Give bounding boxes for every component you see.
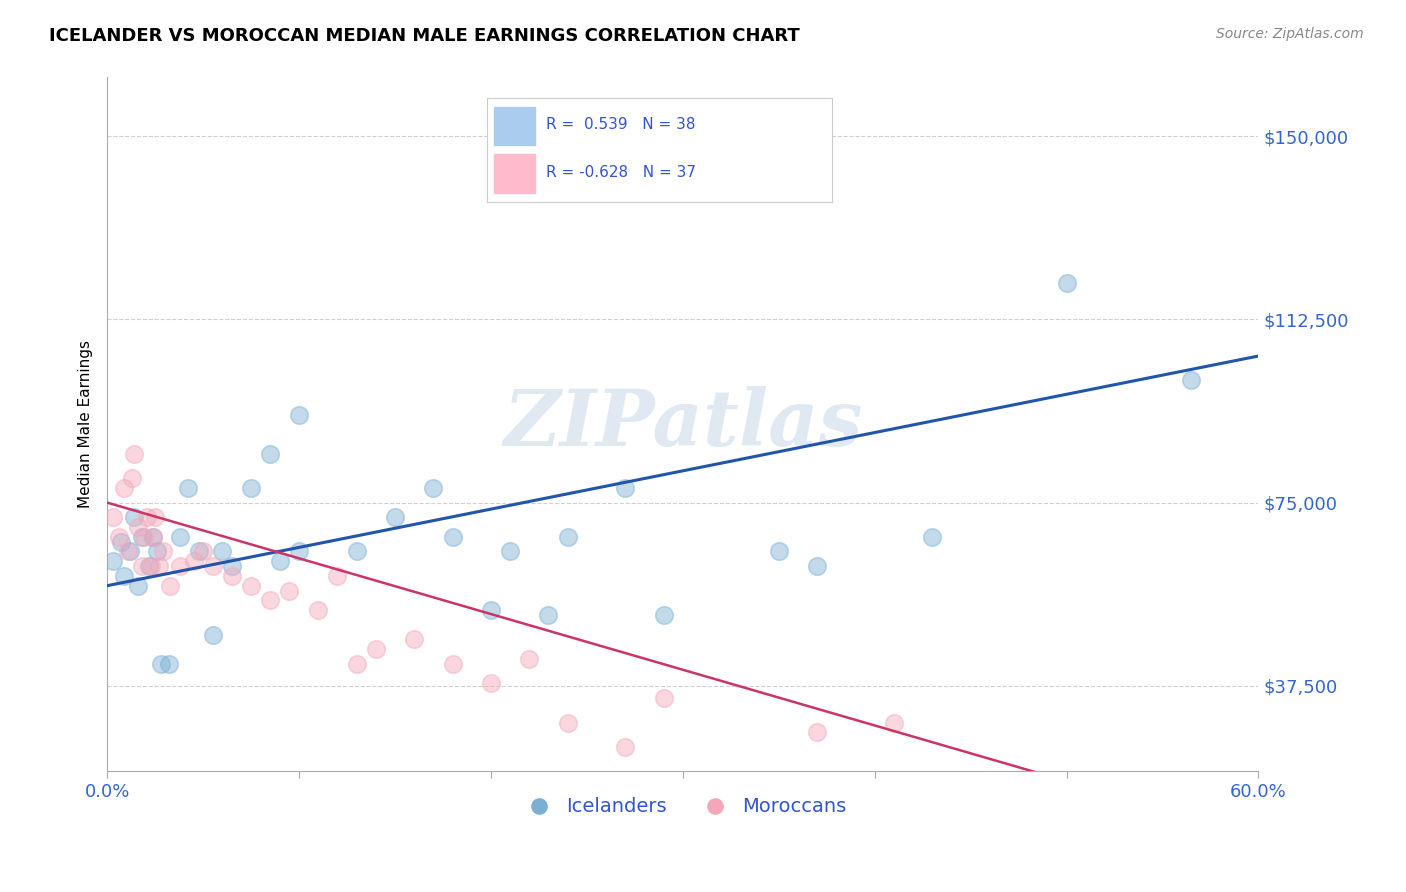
Point (142, 530, 165, 544)
Point (614, 739, 637, 754)
Point (152, 544, 174, 558)
Legend: Icelanders, Moroccans: Icelanders, Moroccans (512, 789, 855, 824)
Point (131, 530, 153, 544)
Text: ZIPatlas: ZIPatlas (503, 386, 862, 463)
Point (404, 632, 426, 647)
Point (441, 530, 464, 544)
Point (141, 559, 163, 574)
Point (652, 691, 675, 706)
Point (1056, 276, 1078, 290)
Point (117, 544, 139, 558)
Point (122, 510, 145, 524)
Point (1180, 373, 1202, 387)
Point (614, 481, 637, 495)
Point (479, 676, 502, 690)
Point (259, 593, 281, 607)
Text: Source: ZipAtlas.com: Source: ZipAtlas.com (1216, 27, 1364, 41)
Point (240, 481, 263, 495)
Point (143, 510, 166, 524)
Point (288, 544, 311, 558)
Point (384, 510, 406, 524)
Point (278, 583, 301, 598)
Point (122, 447, 145, 461)
Point (188, 544, 211, 558)
Text: ICELANDER VS MOROCCAN MEDIAN MALE EARNINGS CORRELATION CHART: ICELANDER VS MOROCCAN MEDIAN MALE EARNIN… (49, 27, 800, 45)
Point (101, 554, 124, 568)
Point (652, 607, 675, 622)
Point (221, 559, 243, 574)
Point (132, 530, 155, 544)
Point (159, 579, 181, 593)
Point (146, 544, 169, 558)
Point (557, 715, 579, 730)
Point (131, 559, 153, 574)
Point (346, 657, 368, 671)
Point (183, 554, 205, 568)
Point (288, 408, 311, 422)
Point (138, 559, 160, 574)
Point (422, 481, 444, 495)
Point (269, 554, 291, 568)
Point (441, 657, 464, 671)
Point (127, 520, 149, 534)
Point (112, 569, 135, 583)
Point (142, 530, 165, 544)
Point (517, 652, 540, 666)
Point (346, 544, 368, 558)
Point (221, 569, 243, 583)
Point (148, 559, 170, 574)
Point (768, 544, 790, 558)
Point (499, 544, 522, 558)
Point (479, 603, 502, 617)
Point (537, 607, 560, 622)
Point (157, 657, 180, 671)
Point (883, 715, 905, 730)
Point (806, 559, 828, 574)
Point (259, 447, 281, 461)
Point (326, 569, 349, 583)
Point (121, 471, 143, 485)
Point (169, 559, 191, 574)
Point (136, 510, 159, 524)
Point (364, 642, 387, 657)
Point (112, 481, 135, 495)
Point (806, 725, 828, 739)
Point (101, 510, 124, 524)
Point (110, 534, 132, 549)
Point (240, 579, 263, 593)
Point (149, 657, 172, 671)
Point (201, 559, 224, 574)
Point (177, 481, 200, 495)
Point (169, 530, 191, 544)
Point (307, 603, 329, 617)
Point (191, 544, 214, 558)
Point (120, 544, 142, 558)
Y-axis label: Median Male Earnings: Median Male Earnings (79, 341, 93, 508)
Point (201, 627, 224, 641)
Point (107, 530, 129, 544)
Point (127, 579, 149, 593)
Point (921, 530, 943, 544)
Point (211, 544, 233, 558)
Point (557, 530, 579, 544)
